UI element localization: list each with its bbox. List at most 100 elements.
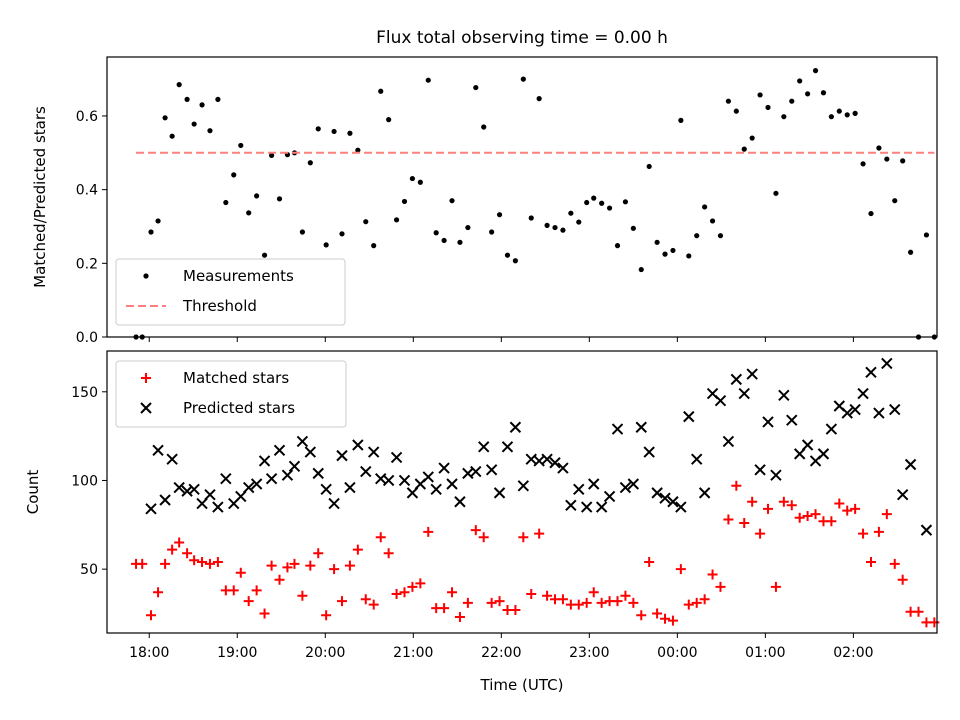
data-point [417, 179, 423, 185]
data-point [646, 163, 652, 170]
data-point [638, 266, 644, 273]
data-point [307, 160, 313, 166]
data-point [281, 469, 294, 481]
data-point [360, 594, 371, 605]
data-point [794, 512, 805, 523]
data-point [733, 108, 739, 114]
data-point [881, 357, 893, 370]
y-axis-label: Count [24, 470, 42, 515]
data-point [223, 199, 229, 206]
data-point [781, 114, 787, 120]
data-point [778, 389, 790, 402]
data-point [630, 225, 636, 231]
data-point [654, 239, 660, 245]
data-point [337, 596, 348, 607]
legend-label: Measurements [183, 267, 294, 285]
legend-box [115, 360, 347, 428]
data-point [204, 558, 215, 569]
chart-panel-2: 50 100 150 18:00 19:00 20:00 21:00 22:00 23:00 00… [24, 350, 940, 694]
data-point [457, 239, 463, 245]
data-point [315, 126, 321, 132]
x-tick-label: 20:00 [305, 645, 345, 661]
data-point [258, 455, 271, 467]
data-point [762, 416, 774, 428]
data-point [344, 560, 355, 571]
data-point [382, 474, 395, 487]
data-point [220, 472, 232, 485]
x-tick-label: 00:00 [657, 645, 697, 661]
data-point [489, 229, 495, 235]
legend-label: Threshold [182, 297, 257, 315]
data-point [651, 487, 663, 499]
data-point [686, 253, 692, 259]
data-point [580, 501, 593, 513]
data-point [274, 574, 285, 585]
data-point [603, 490, 616, 503]
data-point [596, 597, 607, 608]
data-point [204, 488, 216, 501]
data-point [573, 483, 585, 496]
data-point [146, 610, 157, 621]
data-point [176, 82, 182, 88]
data-point [907, 249, 914, 255]
data-point [636, 610, 647, 621]
data-point [722, 435, 735, 448]
data-point [485, 464, 498, 476]
data-point [565, 499, 577, 512]
data-point [549, 457, 561, 469]
data-point [786, 414, 798, 426]
data-point [520, 76, 526, 82]
data-point [449, 198, 455, 204]
data-point [850, 503, 861, 514]
data-point [595, 501, 608, 513]
data-point [504, 252, 511, 258]
data-point [481, 124, 487, 130]
data-point [478, 532, 489, 543]
data-point [643, 446, 655, 458]
data-point [746, 368, 758, 380]
data-point [393, 217, 400, 223]
data-point [860, 161, 866, 167]
data-point [235, 567, 246, 578]
data-point [398, 474, 411, 487]
data-point [169, 133, 175, 139]
data-point [137, 558, 148, 569]
x-tick-label: 01:00 [745, 645, 785, 661]
data-point [660, 613, 671, 624]
data-point [215, 96, 221, 102]
data-point [857, 387, 869, 400]
data-point [739, 518, 750, 529]
data-point [765, 104, 771, 111]
data-point [707, 569, 718, 580]
y-tick-label: 150 [71, 385, 98, 401]
data-point [454, 612, 465, 623]
data-point [304, 446, 317, 458]
data-point [560, 227, 566, 233]
data-point [812, 68, 819, 74]
legend-marker [143, 273, 149, 279]
data-point [518, 532, 529, 543]
data-point [667, 496, 679, 508]
data-point [741, 146, 747, 152]
data-point [611, 423, 624, 435]
data-point [678, 117, 684, 123]
y-tick-label: 0.0 [76, 330, 98, 346]
y-tick-label: 100 [71, 473, 98, 489]
data-point [415, 578, 426, 589]
data-point [773, 190, 779, 196]
data-point [174, 537, 185, 548]
data-point [627, 478, 640, 490]
data-point [841, 407, 853, 419]
data-point [228, 585, 239, 596]
y-tick-label: 50 [80, 562, 98, 578]
data-point [510, 604, 521, 615]
data-point [386, 117, 392, 123]
data-point [312, 467, 324, 480]
data-point [714, 394, 727, 407]
y-axis-label: Matched/Predicted stars [31, 106, 49, 288]
data-point [675, 501, 687, 513]
data-point [486, 597, 497, 608]
data-point [702, 204, 708, 210]
x-tick-label: 02:00 [833, 645, 873, 661]
data-point [541, 453, 553, 465]
